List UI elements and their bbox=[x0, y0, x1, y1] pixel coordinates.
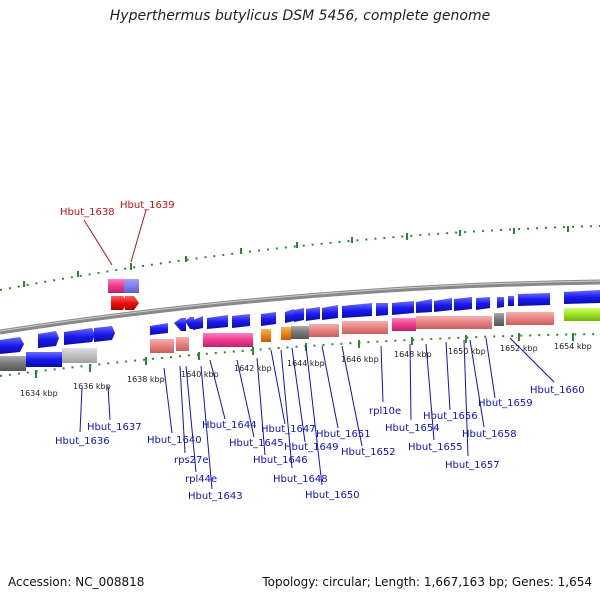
gene-label: Hbut_1651 bbox=[316, 429, 371, 440]
gene-label: rpl44e bbox=[185, 474, 217, 485]
scale-label: 1648 kbp bbox=[394, 350, 432, 359]
accession-label: Accession: NC_008818 bbox=[8, 575, 145, 589]
gene-label: Hbut_1638 bbox=[60, 207, 115, 218]
gene-arrows bbox=[0, 290, 600, 354]
outer-tick-row bbox=[0, 225, 600, 291]
gene-label: Hbut_1648 bbox=[273, 474, 328, 485]
gene-label: Hbut_1645 bbox=[229, 438, 284, 449]
gene-label: rps27e bbox=[174, 455, 209, 466]
gene-label: Hbut_1636 bbox=[55, 436, 110, 447]
rna-feature-block bbox=[108, 279, 126, 293]
scale-label: 1654 kbp bbox=[554, 342, 592, 351]
gene-label: Hbut_1659 bbox=[478, 398, 533, 409]
topology-label: Topology: circular; Length: 1,667,163 bp… bbox=[262, 575, 592, 589]
scale-label: 1652 kbp bbox=[500, 344, 538, 353]
scale-label: 1644 kbp bbox=[287, 359, 325, 368]
map-title: Hyperthermus butylicus DSM 5456, complet… bbox=[109, 8, 491, 24]
inner-tick-row bbox=[0, 333, 600, 378]
gene-label: Hbut_1649 bbox=[284, 442, 339, 453]
gene-label: Hbut_1650 bbox=[305, 490, 360, 501]
genome-backbone bbox=[0, 279, 600, 335]
gene-label: Hbut_1639 bbox=[120, 200, 175, 211]
scale-label: 1650 kbp bbox=[448, 347, 486, 356]
gene-labels: Hbut_1636 Hbut_1637 Hbut_1638 Hbut_1639 … bbox=[55, 200, 585, 502]
gene-label: rpl10e bbox=[369, 406, 401, 417]
gene-label: Hbut_1656 bbox=[423, 411, 478, 422]
scale-label: 1646 kbp bbox=[341, 355, 379, 364]
red-gene-arrow bbox=[111, 296, 127, 310]
gene-feature-block bbox=[124, 279, 139, 293]
gene-label: Hbut_1647 bbox=[261, 424, 316, 435]
feature-blocks bbox=[0, 308, 600, 371]
scale-labels: 1634 kbp 1636 kbp 1638 kbp 1640 kbp 1642… bbox=[20, 342, 592, 398]
scale-label: 1636 kbp bbox=[73, 382, 111, 391]
scale-label: 1634 kbp bbox=[20, 389, 58, 398]
scale-label: 1640 kbp bbox=[181, 370, 219, 379]
gene-label: Hbut_1644 bbox=[202, 420, 257, 431]
scale-label: 1642 kbp bbox=[234, 364, 272, 373]
gene-label: Hbut_1655 bbox=[408, 442, 463, 453]
gene-label: Hbut_1654 bbox=[385, 423, 440, 434]
upper-features bbox=[108, 279, 139, 310]
gene-label: Hbut_1646 bbox=[253, 455, 308, 466]
gene-label: Hbut_1658 bbox=[462, 429, 517, 440]
scale-label: 1638 kbp bbox=[127, 375, 165, 384]
gene-label: Hbut_1652 bbox=[341, 447, 396, 458]
gene-label: Hbut_1643 bbox=[188, 491, 243, 502]
gene-label: Hbut_1640 bbox=[147, 435, 202, 446]
gene-label: Hbut_1660 bbox=[530, 385, 585, 396]
gene-label: Hbut_1637 bbox=[87, 422, 142, 433]
label-leader-lines bbox=[79, 209, 555, 490]
red-gene-arrow bbox=[125, 296, 139, 310]
gene-label: Hbut_1657 bbox=[445, 460, 500, 471]
